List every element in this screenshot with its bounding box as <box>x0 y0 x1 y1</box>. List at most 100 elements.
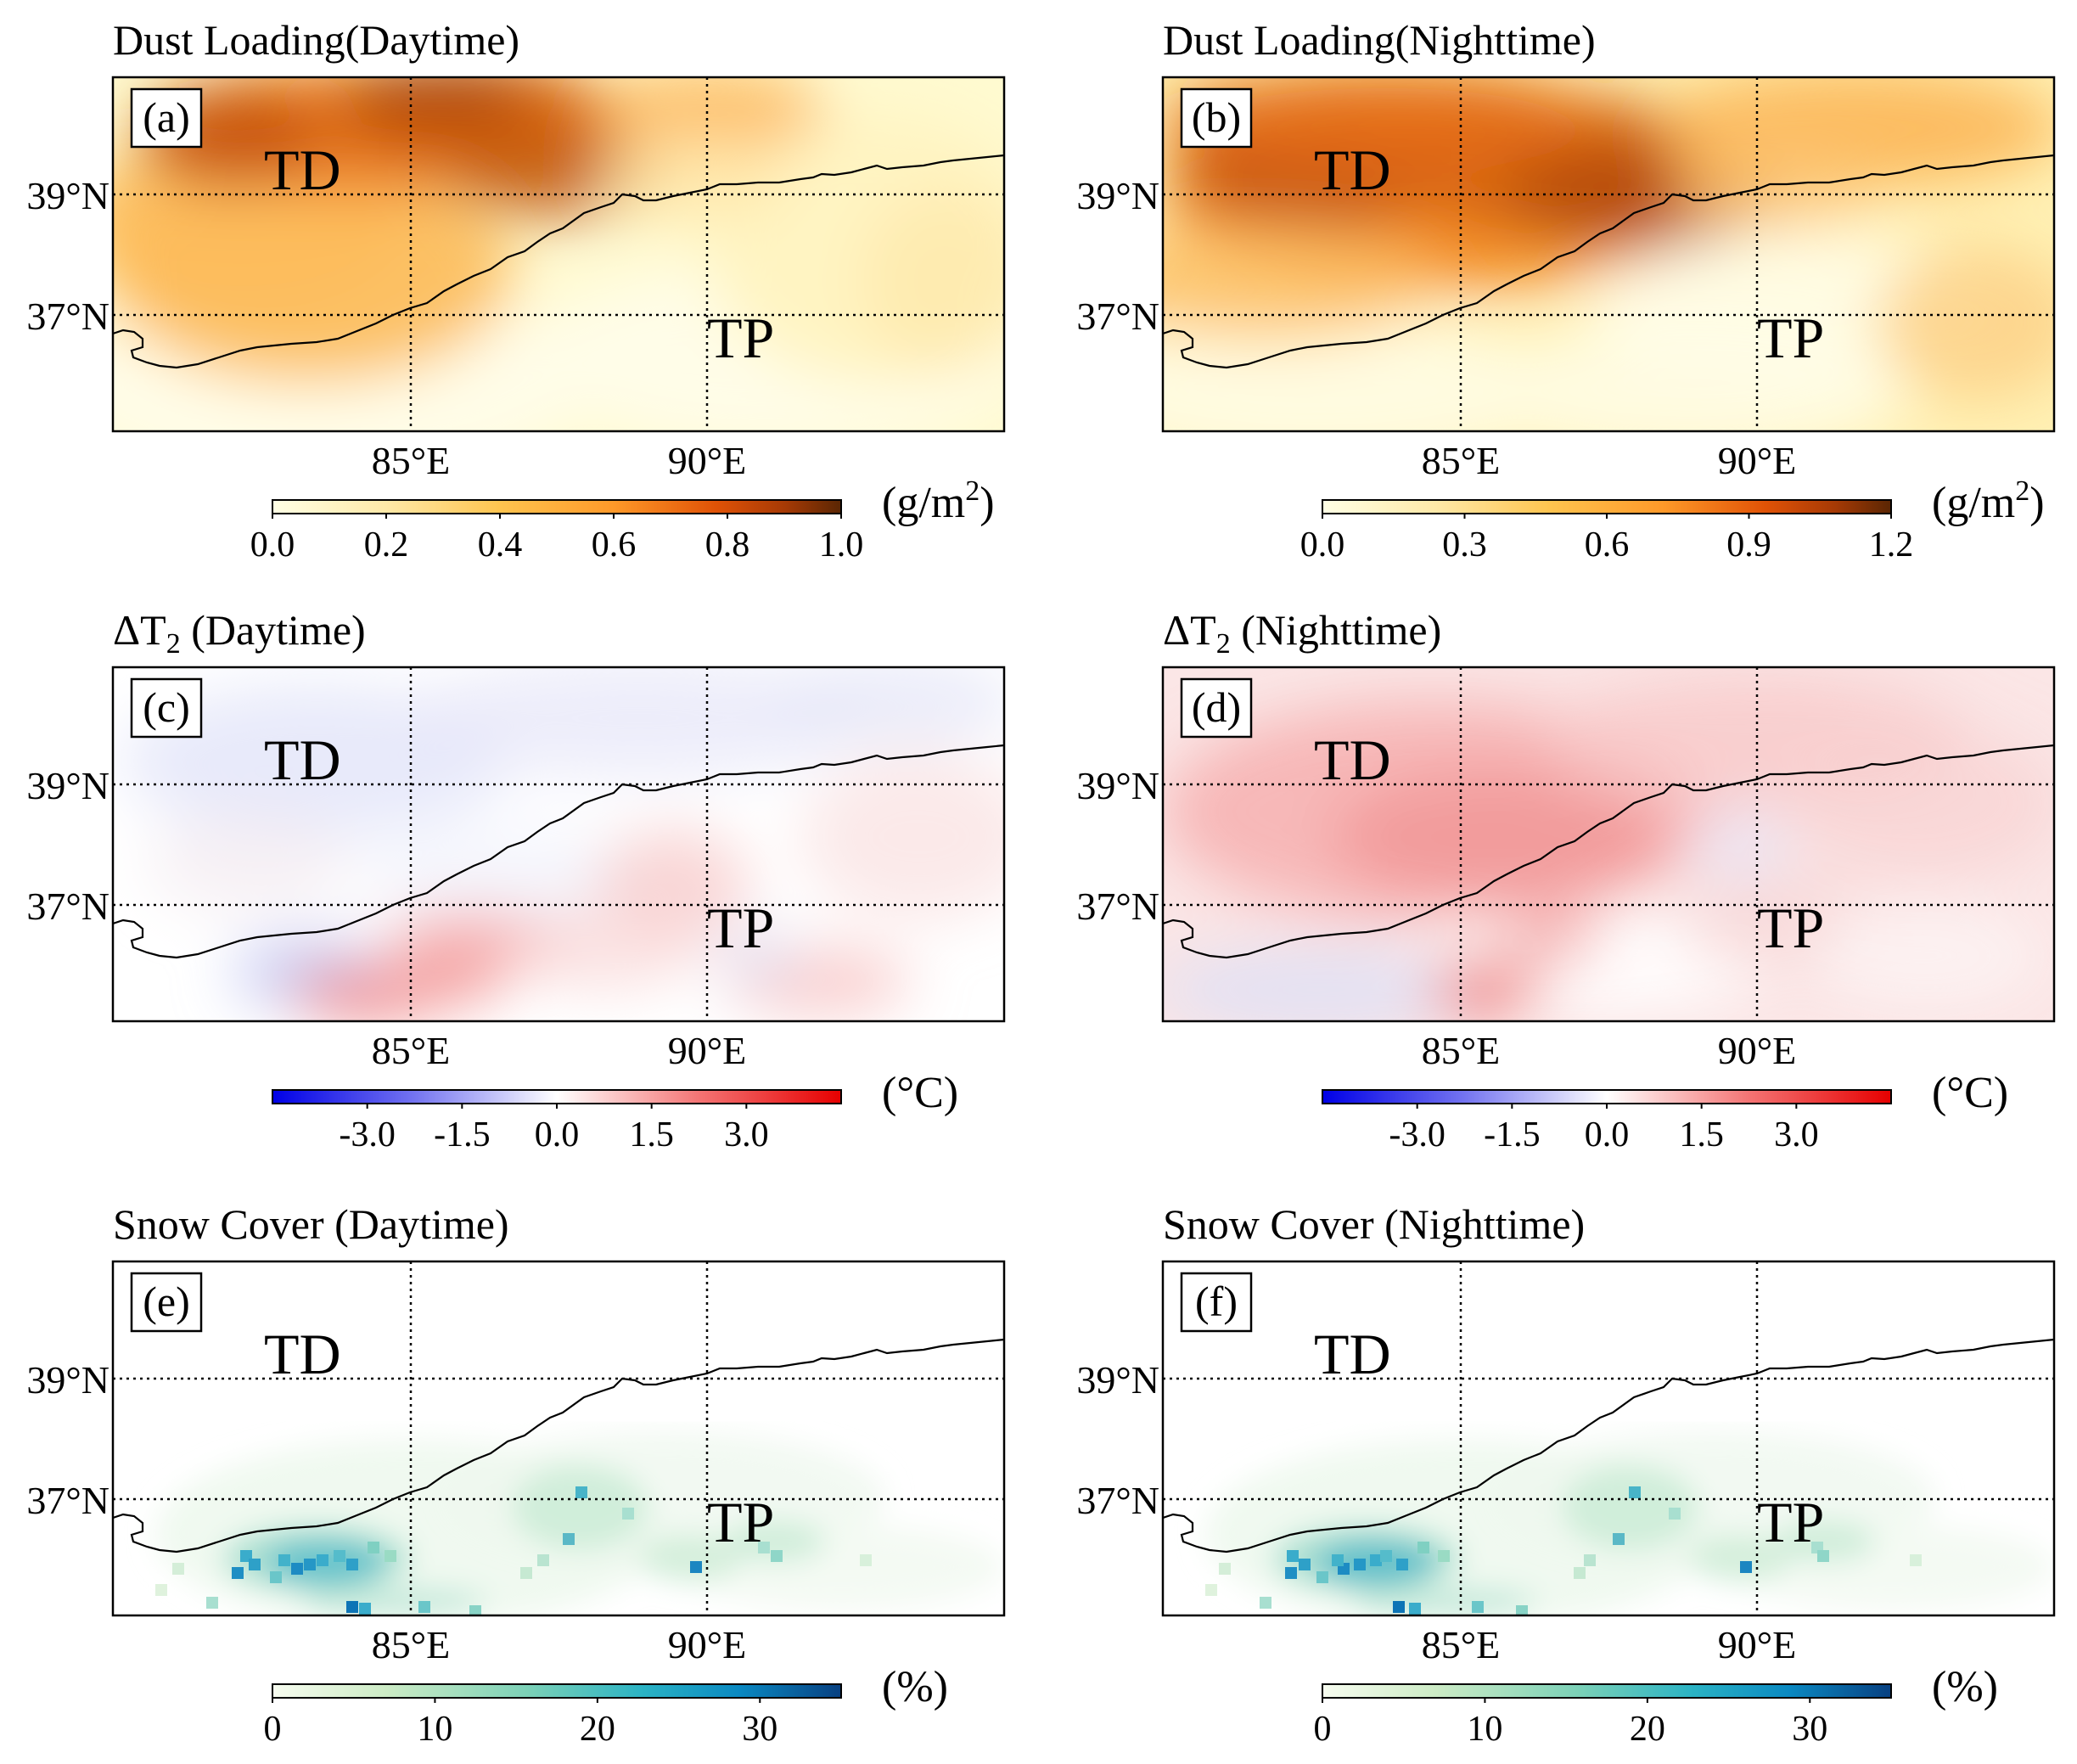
colorbar-tick-label: 1.5 <box>1679 1115 1724 1154</box>
panel-letter-box <box>130 1272 203 1333</box>
colorbar-unit: (g/m2) <box>882 475 995 527</box>
snow-cell <box>520 1567 532 1579</box>
panel-letter: (f) <box>1195 1278 1238 1325</box>
colorbar-tick-label: -3.0 <box>1389 1115 1445 1154</box>
basin-boundary <box>1163 744 2054 959</box>
snow-cell <box>1285 1567 1297 1579</box>
unit-end: ) <box>980 479 994 527</box>
colorbar-tick-label: 0.0 <box>250 525 295 565</box>
unit-end: ) <box>2029 479 2044 527</box>
lon-label: 90°E <box>668 1623 747 1666</box>
field-blob <box>1808 905 2046 1007</box>
map-panel: Dust Loading(Nighttime) (b) TD TP 39°N 37°N 85… <box>1076 16 2056 565</box>
snow-cell <box>317 1554 328 1566</box>
colorbar-tick-label: 0.4 <box>478 525 523 565</box>
snow-cell <box>1584 1554 1596 1566</box>
panel-title-prefix: ΔT <box>1163 606 1216 654</box>
colorbar-tick-label: 3.0 <box>724 1115 769 1154</box>
snow-cell <box>270 1571 282 1583</box>
region-label-td: TD <box>264 138 341 202</box>
panel-title-rest: (Daytime) <box>181 606 366 654</box>
field-blob <box>1791 727 2054 879</box>
colorbar-tick-label: 1.2 <box>1869 525 1914 565</box>
field-blob <box>588 77 826 154</box>
panel-title-rest: (Nighttime) <box>1231 606 1442 654</box>
colorbar: 0 10 20 30 (%) <box>264 1663 948 1749</box>
lon-label: 85°E <box>372 439 451 482</box>
colorbar-unit: (g/m2) <box>1932 475 2045 527</box>
panel-letter-box <box>1180 1272 1253 1333</box>
region-label-tp: TP <box>707 896 774 960</box>
map-field <box>1163 77 2054 431</box>
region-label-td: TD <box>1314 728 1391 792</box>
lon-label: 90°E <box>1718 1623 1797 1666</box>
snow-cell <box>291 1563 303 1575</box>
lat-label: 39°N <box>26 1358 109 1402</box>
region-label-td: TD <box>264 728 341 792</box>
snow-cell <box>1516 1605 1528 1615</box>
lon-label: 85°E <box>1422 1029 1501 1072</box>
snow-cell <box>334 1550 345 1562</box>
panel-title-subscript: 2 <box>166 628 181 660</box>
colorbar-gradient <box>272 1089 842 1104</box>
snow-cell <box>1354 1559 1366 1570</box>
snow-cell <box>155 1584 167 1596</box>
field-blob <box>1163 947 1477 1021</box>
lon-label: 90°E <box>668 1029 747 1072</box>
unit-base: (g/m <box>1932 479 2015 527</box>
snow-cell <box>1316 1571 1328 1583</box>
colorbar-tick-label: 10 <box>417 1710 452 1749</box>
snow-cell <box>1299 1559 1311 1570</box>
colorbar: 0 10 20 30 (%) <box>1314 1663 1998 1749</box>
colorbar-tick-label: 30 <box>742 1710 777 1749</box>
lat-label: 37°N <box>1076 295 1159 338</box>
field-blob <box>1689 812 1791 879</box>
colorbar-tick-label: 0.9 <box>1726 525 1771 565</box>
colorbar-tick-label: 1.5 <box>629 1115 674 1154</box>
basin-boundary <box>113 1338 1004 1553</box>
snow-cell <box>1740 1561 1752 1573</box>
lat-label: 37°N <box>26 1479 109 1522</box>
field-blob <box>1774 1520 1876 1563</box>
colorbar-tick-label: 0 <box>1314 1710 1332 1749</box>
colorbar-gradient <box>272 499 842 514</box>
snow-cell <box>249 1559 261 1570</box>
field-blob <box>639 1535 741 1582</box>
colorbar-tick-label: 0.0 <box>535 1115 580 1154</box>
snow-cell <box>1817 1550 1829 1562</box>
colorbar-tick-label: 0 <box>264 1710 282 1749</box>
map-field <box>113 1261 1004 1615</box>
region-label-td: TD <box>1314 138 1391 202</box>
snow-cell <box>346 1601 358 1613</box>
snow-cell <box>575 1486 587 1498</box>
region-label-td: TD <box>264 1322 341 1386</box>
colorbar-tick-label: 0.6 <box>1585 525 1630 565</box>
colorbar-unit: (°C) <box>882 1069 958 1117</box>
map-panel: Snow Cover (Nighttime) (f) TD TP 39°N 37°N 85°… <box>1076 1200 2056 1749</box>
panel-letter-box <box>130 677 203 739</box>
snow-cell <box>1472 1601 1484 1613</box>
snow-cell <box>1438 1550 1450 1562</box>
colorbar-tick-label: -3.0 <box>339 1115 396 1154</box>
panel-title: Dust Loading(Nighttime) <box>1163 16 1596 64</box>
map-field <box>1163 1261 2054 1615</box>
field-blob <box>300 1588 486 1614</box>
lon-label: 90°E <box>1718 1029 1797 1072</box>
snow-cell <box>1219 1563 1231 1575</box>
field-blob <box>1350 1588 1536 1614</box>
panel-letter: (d) <box>1192 683 1241 731</box>
lat-label: 39°N <box>1076 764 1159 807</box>
snow-cell <box>1332 1554 1344 1566</box>
snow-cell <box>1287 1550 1299 1562</box>
snow-cell <box>563 1533 575 1545</box>
colorbar: -3.0 -1.5 0.0 1.5 3.0 (°C) <box>272 1069 958 1154</box>
snow-cell <box>368 1542 379 1553</box>
lon-label: 85°E <box>372 1029 451 1072</box>
colorbar-gradient <box>272 1683 842 1699</box>
field-blob <box>1163 315 1570 431</box>
basin-boundary <box>1163 154 2054 369</box>
snow-cell <box>385 1550 396 1562</box>
colorbar-tick-label: 0.3 <box>1442 525 1487 565</box>
